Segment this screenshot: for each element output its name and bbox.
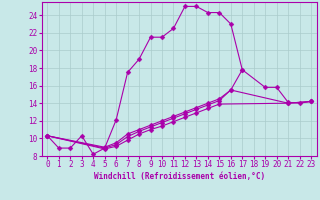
X-axis label: Windchill (Refroidissement éolien,°C): Windchill (Refroidissement éolien,°C) [94, 172, 265, 181]
